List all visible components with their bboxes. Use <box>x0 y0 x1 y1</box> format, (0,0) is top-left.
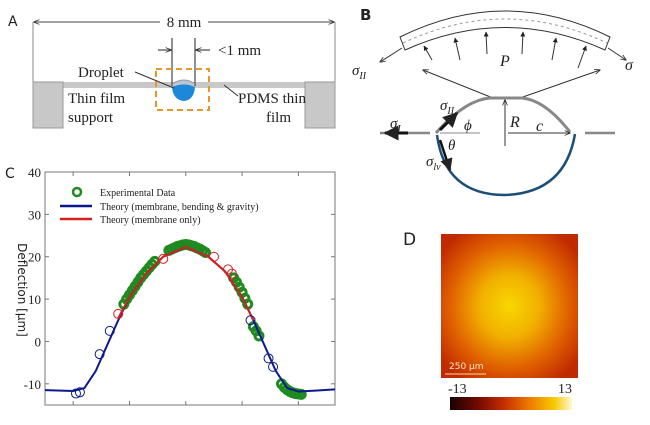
y-tick-label: 30 <box>28 207 41 222</box>
legend-full-theory: Theory (membrane, bending & gravity) <box>100 202 259 213</box>
data-point <box>104 325 115 336</box>
panel-d: D 250 μm -13 13 <box>403 230 578 410</box>
y-axis-label: Deflection [μm] <box>15 243 29 337</box>
data-point <box>208 251 219 262</box>
series-line-membrane-theory <box>117 245 255 321</box>
data-point <box>158 253 169 264</box>
plot-frame <box>44 171 336 406</box>
panel-b-label: B <box>360 6 371 24</box>
data-point <box>70 388 81 399</box>
panel-d-label: D <box>403 230 416 250</box>
panel-c-label: C <box>5 166 15 182</box>
pressure-label: P <box>499 53 510 70</box>
droplet-arc <box>435 133 577 197</box>
support-label-2: support <box>68 110 114 126</box>
y-tick-label: 40 <box>28 165 41 180</box>
panel-b: B σII P σ σII ϕ R c σI θ σlv <box>352 6 634 197</box>
panel-a: A 8 mm <1 mm Droplet Thin film support P… <box>8 14 336 129</box>
colorbar-max: 13 <box>558 382 572 397</box>
scale-bar-label: 250 μm <box>449 362 484 372</box>
pdms-label-2: film <box>266 110 291 126</box>
deflection-heatmap <box>441 234 578 378</box>
data-point <box>263 353 274 364</box>
y-tick-label: 0 <box>35 334 42 349</box>
legend: Experimental Data Theory (membrane, bend… <box>60 186 259 226</box>
legend-membrane-theory: Theory (membrane only) <box>100 215 201 226</box>
data-point <box>74 387 85 398</box>
sigma-ii-top: σII <box>352 63 367 82</box>
data-point <box>226 268 237 279</box>
panel-c-chart: C Deflection [μm] -10 0 10 20 30 40 Experimen… <box>5 165 336 406</box>
theta-label: θ <box>448 138 456 154</box>
support-left <box>32 81 64 129</box>
colorbar <box>450 397 572 410</box>
phi-label: ϕ <box>464 118 472 134</box>
sigma-ii-label: σII <box>440 98 455 117</box>
panel-a-label: A <box>8 14 18 30</box>
colorbar-min: -13 <box>448 382 467 397</box>
y-tick-label: 10 <box>28 292 41 307</box>
data-point <box>268 361 279 372</box>
support-label-1: Thin film <box>68 91 125 107</box>
y-tick-label: -10 <box>24 377 41 392</box>
series-line-full-theory <box>44 245 336 393</box>
droplet-shape <box>172 84 195 101</box>
sigma-right: σ <box>625 57 634 74</box>
data-point <box>245 315 256 326</box>
support-right <box>304 81 336 129</box>
sigma-i-label: σI <box>390 116 401 135</box>
sigma-lv-label: σlv <box>426 154 441 173</box>
highlight-box <box>155 68 210 111</box>
legend-marker-experimental <box>71 186 83 198</box>
legend-experimental: Experimental Data <box>100 188 176 199</box>
droplet-label: Droplet <box>78 65 125 81</box>
c-label: c <box>536 118 543 135</box>
gap-label: <1 mm <box>218 43 261 59</box>
y-tick-label: 20 <box>28 250 41 265</box>
data-point <box>113 308 124 319</box>
radius-label: R <box>509 114 520 131</box>
data-point <box>94 349 105 360</box>
width-label: 8 mm <box>167 15 202 31</box>
pdms-label-1: PDMS thin <box>238 91 306 107</box>
